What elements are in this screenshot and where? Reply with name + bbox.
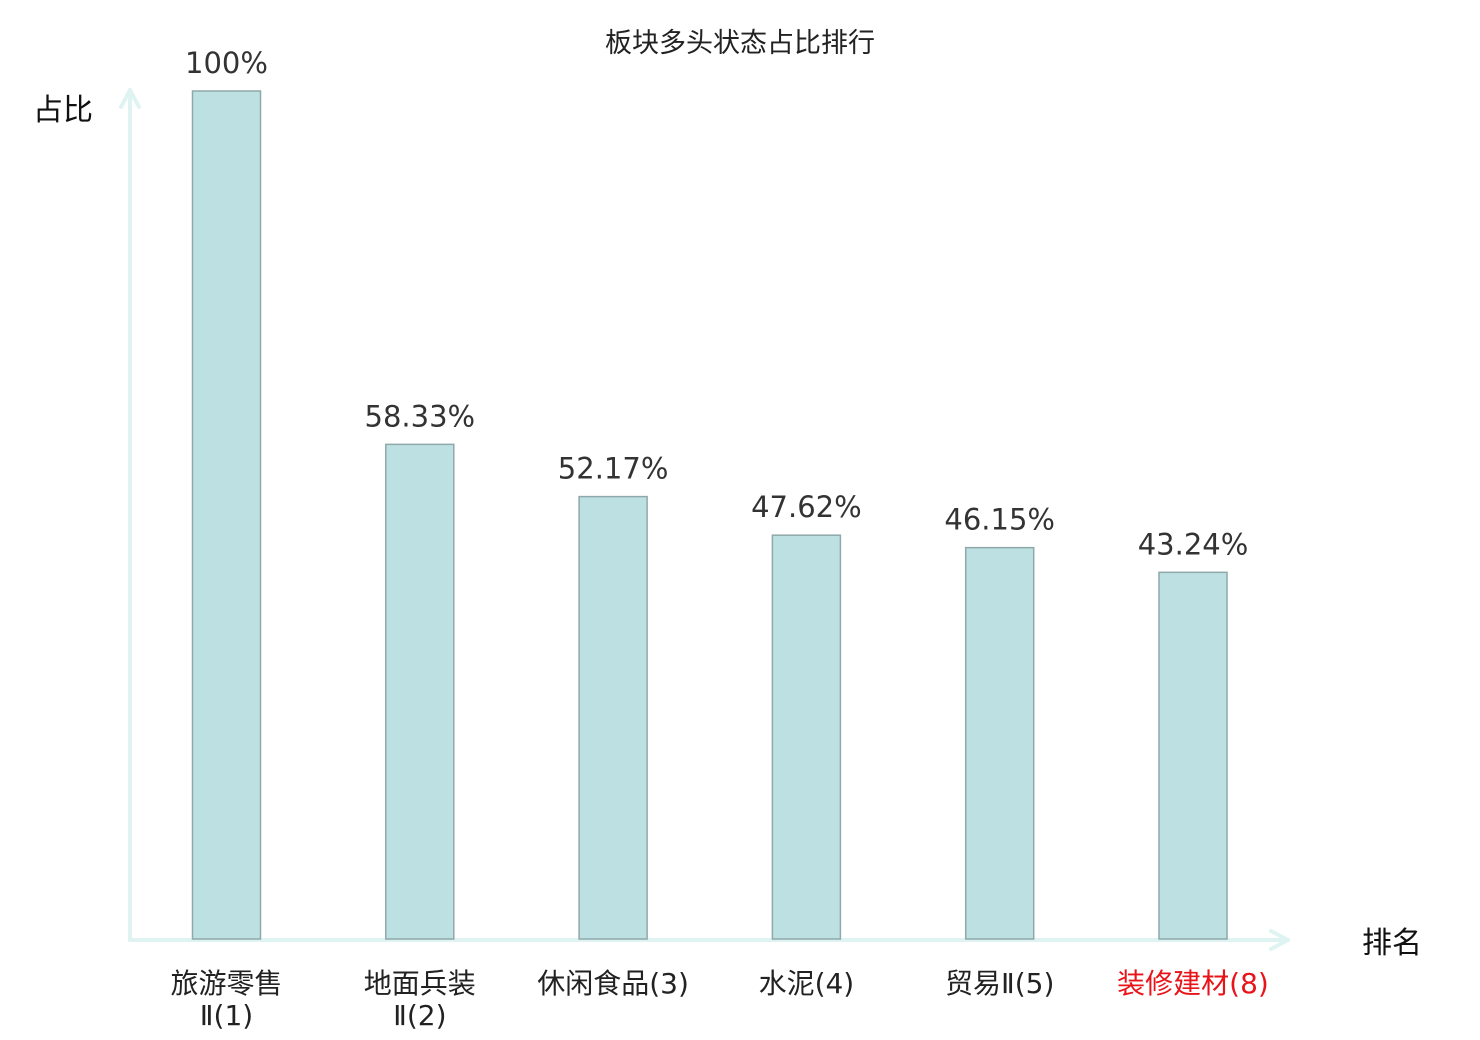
axes xyxy=(119,88,1290,951)
category-tick-label: Ⅱ(2) xyxy=(393,999,446,1032)
bar-value-label: 43.24% xyxy=(1138,527,1249,561)
category-tick-label: 装修建材(8) xyxy=(1117,967,1269,1000)
bar xyxy=(191,90,262,940)
category-tick-label: 休闲食品(3) xyxy=(537,967,689,1000)
value-labels-group: 100% 58.33% 52.17% 47.62% 46.15% 43.24% xyxy=(185,46,1248,561)
bar xyxy=(771,534,842,940)
bar xyxy=(1158,571,1228,940)
y-axis-label: 占比 xyxy=(33,93,93,128)
bar-value-label: 58.33% xyxy=(365,399,476,433)
category-tick-label: 旅游零售 xyxy=(170,967,282,1000)
bar-value-label: 47.62% xyxy=(751,490,862,524)
category-tick-label: Ⅱ(1) xyxy=(200,999,253,1032)
bar xyxy=(385,443,455,940)
bar xyxy=(578,495,648,940)
bars-group xyxy=(191,90,1228,940)
bar-value-label: 100% xyxy=(185,46,268,80)
category-tick-label: 地面兵装 xyxy=(364,967,476,1000)
category-tick-label: 水泥(4) xyxy=(759,967,855,1000)
x-axis-arrow xyxy=(1269,929,1290,951)
x-axis-label: 排名 xyxy=(1362,926,1422,961)
bar xyxy=(964,546,1035,940)
bar-value-label: 52.17% xyxy=(558,452,669,486)
bar-value-label: 46.15% xyxy=(944,503,1055,537)
category-tick-label: 贸易Ⅱ(5) xyxy=(945,967,1054,1000)
y-axis-arrow xyxy=(119,88,141,109)
chart-title: 板块多头状态占比排行 xyxy=(605,28,875,59)
